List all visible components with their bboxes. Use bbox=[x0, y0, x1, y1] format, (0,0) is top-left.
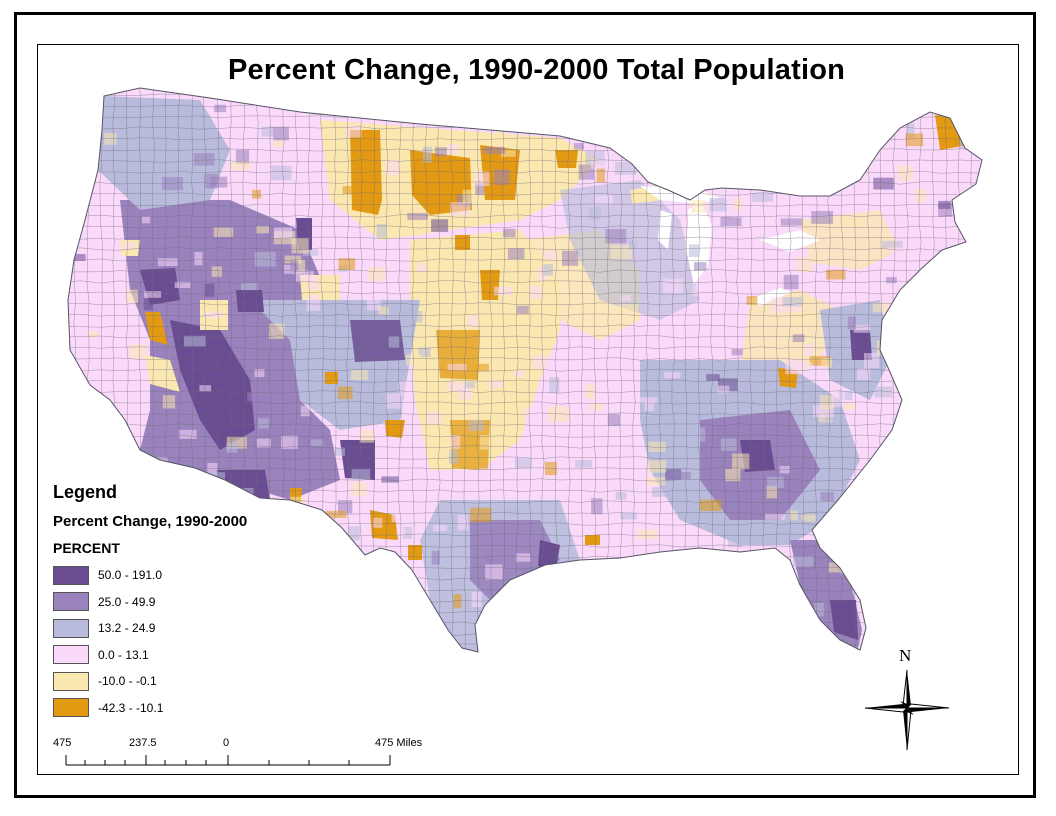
legend-class-item: 25.0 - 49.9 bbox=[53, 589, 313, 616]
legend-class-item: 0.0 - 13.1 bbox=[53, 642, 313, 669]
scale-label-left: 475 bbox=[53, 737, 72, 749]
legend-class-item: -10.0 - -0.1 bbox=[53, 668, 313, 695]
legend-layer-name: Percent Change, 1990-2000 bbox=[53, 513, 248, 530]
scale-label-zero: 0 bbox=[223, 737, 230, 749]
north-arrow: N bbox=[862, 646, 952, 754]
legend-class-label: 0.0 - 13.1 bbox=[98, 647, 149, 662]
legend-class-list: 50.0 - 191.0 25.0 - 49.9 13.2 - 24.9 0.0… bbox=[53, 562, 313, 721]
map-inner-frame bbox=[37, 44, 1019, 775]
legend-class-item: 13.2 - 24.9 bbox=[53, 615, 313, 642]
scale-label-right: 475 Miles bbox=[375, 737, 423, 749]
map-title: Percent Change, 1990-2000 Total Populati… bbox=[228, 54, 846, 86]
legend: Legend Percent Change, 1990-2000 PERCENT… bbox=[53, 482, 313, 721]
legend-class-label: -42.3 - -10.1 bbox=[98, 700, 164, 715]
scale-label-half: 237.5 bbox=[129, 737, 157, 749]
legend-swatch bbox=[53, 565, 89, 585]
scale-bar: 475 237.5 0 475 Miles bbox=[53, 737, 453, 773]
legend-swatch bbox=[53, 671, 89, 691]
legend-swatch bbox=[53, 618, 89, 638]
legend-class-label: 50.0 - 191.0 bbox=[98, 568, 163, 583]
legend-swatch bbox=[53, 645, 89, 665]
legend-field-name: PERCENT bbox=[53, 540, 120, 556]
legend-swatch bbox=[53, 592, 89, 612]
map-outer-frame bbox=[14, 12, 1036, 798]
legend-class-label: 25.0 - 49.9 bbox=[98, 594, 156, 609]
compass-rose-icon bbox=[864, 669, 950, 751]
legend-class-item: 50.0 - 191.0 bbox=[53, 562, 313, 589]
legend-class-item: -42.3 - -10.1 bbox=[53, 695, 313, 722]
north-letter: N bbox=[899, 646, 912, 665]
legend-class-label: -10.0 - -0.1 bbox=[98, 674, 157, 689]
legend-heading: Legend bbox=[53, 482, 118, 502]
legend-class-label: 13.2 - 24.9 bbox=[98, 621, 156, 636]
legend-swatch bbox=[53, 698, 89, 718]
scale-bar-graphic bbox=[65, 755, 391, 766]
